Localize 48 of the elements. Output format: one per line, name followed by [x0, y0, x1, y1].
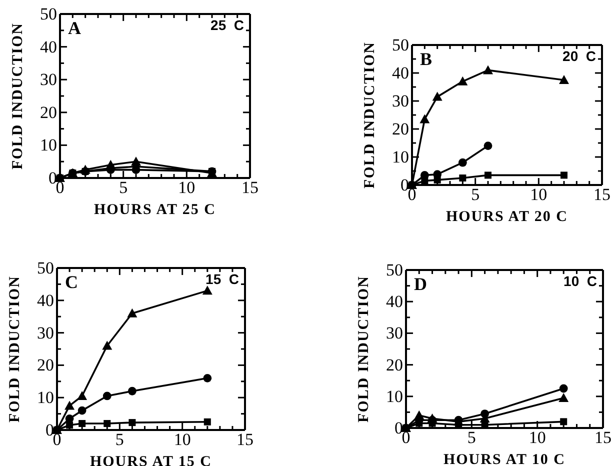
y-tick-label: 10 — [386, 386, 403, 406]
x-tick-label: 5 — [467, 428, 476, 448]
y-tick-label: 40 — [386, 292, 403, 312]
annotation: 20 C — [562, 48, 596, 64]
annotation: B — [420, 49, 432, 69]
y-tick-label: 10 — [40, 136, 57, 155]
x-tick-label: 10 — [174, 430, 191, 450]
y-tick-label: 10 — [392, 147, 409, 166]
x-tick-label: 15 — [242, 178, 258, 198]
y-axis-title: FOLD INDUCTION — [356, 276, 372, 422]
y-tick-label: 30 — [386, 324, 403, 343]
y-tick-label: 50 — [386, 260, 403, 280]
y-tick-label: 10 — [37, 388, 54, 408]
y-tick-label: 20 — [386, 355, 403, 374]
y-axis-title: FOLD INDUCTION — [362, 42, 378, 188]
y-tick-label: 30 — [37, 323, 54, 342]
x-tick-label: 15 — [594, 428, 611, 448]
y-tick-label: 20 — [392, 119, 409, 138]
y-tick-label: 40 — [37, 290, 54, 310]
x-tick-label: 10 — [530, 185, 548, 204]
y-tick-label: 20 — [40, 102, 57, 122]
y-tick-label: 30 — [40, 70, 57, 90]
x-tick-label: 5 — [471, 185, 480, 204]
y-tick-label: 50 — [37, 258, 54, 278]
x-tick-label: 15 — [594, 185, 610, 204]
x-tick-label: 15 — [236, 430, 254, 450]
y-tick-label: 50 — [40, 4, 57, 24]
x-tick-label: 5 — [119, 178, 128, 198]
annotation: D — [414, 274, 427, 294]
y-tick-label: 30 — [392, 91, 409, 110]
annotation: A — [68, 18, 81, 38]
x-tick-label: 10 — [528, 428, 546, 448]
y-tick-label: 40 — [392, 63, 409, 82]
y-tick-label: 20 — [37, 356, 54, 375]
x-axis-title: HOURS AT 10 C — [443, 452, 566, 466]
annotation: 25 C — [210, 17, 244, 33]
y-tick-label: 50 — [392, 35, 409, 54]
y-axis-title: FOLD INDUCTION — [7, 276, 23, 422]
annotation: 15 C — [206, 271, 239, 287]
y-tick-label: 40 — [40, 37, 57, 56]
y-axis-title: FOLD INDUCTION — [10, 22, 26, 170]
x-tick-label: 5 — [115, 430, 124, 450]
x-axis-title: HOURS AT 20 C — [446, 209, 568, 225]
x-tick-label: 10 — [178, 178, 196, 198]
x-axis-title: HOURS AT 25 C — [94, 202, 216, 218]
annotation: 10 C — [564, 273, 597, 289]
annotation: C — [65, 272, 78, 292]
x-axis-title: HOURS AT 15 C — [90, 454, 212, 466]
